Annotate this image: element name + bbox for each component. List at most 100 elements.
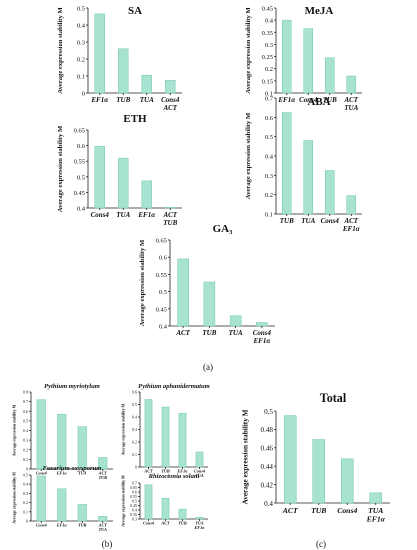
y-tick-label: 0.45 <box>130 504 137 508</box>
y-tick-label: 0.5 <box>77 174 85 181</box>
bar <box>341 458 354 504</box>
chart-ga-: GA₃ Average expression stability M 0.4 0.45… <box>139 223 275 345</box>
bar <box>144 484 153 520</box>
chart-title: ABA <box>307 96 330 108</box>
y-tick-label: 0.2 <box>132 441 137 445</box>
y-tick-label: 0.6 <box>132 491 137 495</box>
bar <box>36 475 46 522</box>
bar <box>141 180 152 209</box>
y-tick-label: 0 <box>82 91 85 98</box>
y-axis-label: Average expression stability M <box>57 125 64 212</box>
y-tick-label: 0.4 <box>77 206 86 213</box>
y-tick-label: 0.5 <box>132 403 137 407</box>
y-tick-label: 0.1 <box>23 510 28 514</box>
chart-aba: ABA Average expression stability M 0.1 0.2 0… <box>245 96 362 233</box>
y-tick-label: 0.44 <box>261 463 274 471</box>
x-tick-label: Cons4 <box>194 468 205 473</box>
y-tick-label: 0.65 <box>156 238 167 245</box>
x-tick-label: TUB <box>99 475 108 480</box>
x-tick-label: ACT <box>98 470 108 475</box>
panel-label-c: (c) <box>316 539 326 549</box>
bar <box>229 315 242 327</box>
y-tick-label: 0 <box>26 520 28 524</box>
bar <box>177 258 189 327</box>
y-tick-label: 0.42 <box>261 481 274 489</box>
chart-sa: SA Average expression stability M 0 0.1 0.2 0… <box>57 5 182 112</box>
y-tick-label: 0.7 <box>23 400 28 404</box>
chart-title: Fusarium oxysporum <box>43 465 102 472</box>
y-tick-label: 0.3 <box>265 173 273 180</box>
bar <box>281 112 292 215</box>
x-tick-label: ACT <box>343 96 358 104</box>
x-tick-label: ACT <box>98 522 108 527</box>
y-tick-label: 0.8 <box>23 391 28 395</box>
x-tick-label: TUA <box>195 520 204 525</box>
y-tick-label: 0.3 <box>77 40 85 47</box>
x-tick-label: EF1α <box>194 525 206 530</box>
chart-title: SA <box>128 5 142 17</box>
y-axis-label: Average expression stability M <box>245 7 252 94</box>
y-tick-label: 0.2 <box>265 66 273 73</box>
x-tick-label: TUA <box>368 506 383 515</box>
x-tick-label: Cons4 <box>337 506 357 515</box>
y-axis-label: Average expression stability M <box>139 239 146 326</box>
y-tick-label: 0.7 <box>265 96 274 103</box>
x-tick-label: EF1α <box>177 468 189 473</box>
y-tick-label: 0.6 <box>23 410 28 414</box>
y-tick-label: 0.1 <box>265 91 273 98</box>
chart-title: Pythium myriotylum <box>44 383 100 390</box>
bar <box>284 415 297 504</box>
x-tick-label: EF1α <box>90 96 108 104</box>
x-tick-label: Cons4 <box>321 217 340 225</box>
x-tick-label: EF1α <box>342 225 360 233</box>
y-tick-label: 0.5 <box>265 134 273 141</box>
x-tick-label: EF1α <box>56 470 68 475</box>
y-tick-label: 0.4 <box>23 483 28 487</box>
bar <box>118 157 129 209</box>
x-tick-label: TUB <box>323 96 337 104</box>
x-tick-label: TUB <box>178 520 187 525</box>
chart-title: MeJA <box>305 5 334 17</box>
bar <box>324 170 335 215</box>
bar <box>346 195 357 215</box>
y-axis-label: Average expression stability M <box>57 7 64 94</box>
bar <box>165 207 176 209</box>
y-tick-label: 0.45 <box>262 6 273 13</box>
x-tick-label: Cons4 <box>36 470 47 475</box>
bar <box>281 19 292 94</box>
y-axis-label: Average expression stability M <box>11 472 16 524</box>
y-tick-label: 0.2 <box>23 448 28 452</box>
y-tick-label: 0.4 <box>265 154 274 161</box>
x-tick-label: TUA <box>78 470 87 475</box>
y-axis-label: Average expression stability M <box>120 475 125 527</box>
x-tick-label: Cons4 <box>161 96 180 104</box>
y-tick-label: 0 <box>26 468 28 472</box>
x-tick-label: TUB <box>163 219 177 227</box>
y-tick-label: 0.2 <box>265 192 273 199</box>
y-tick-label: 0.5 <box>132 500 137 504</box>
y-tick-label: 0.4 <box>132 416 137 420</box>
x-tick-label: EF1α <box>56 522 68 527</box>
y-axis-label: Average expression stability M <box>120 403 125 455</box>
bar <box>369 492 382 504</box>
x-tick-label: ACT <box>282 506 298 515</box>
chart-total: Total Average expression stability M 0.4 0.… <box>241 391 390 524</box>
x-tick-label: TUB <box>161 468 170 473</box>
y-tick-label: 0.1 <box>77 74 85 81</box>
chart-meja: MeJA Average expression stability M 0.1 0.1… <box>245 5 362 112</box>
panel-label-a: (a) <box>203 362 213 372</box>
chart-fusarium-oxysporum: Fusarium oxysporum Average expression sta… <box>11 465 113 532</box>
x-tick-label: ACT <box>160 520 170 525</box>
bar <box>98 516 108 522</box>
y-tick-label: 0.4 <box>265 18 274 25</box>
y-axis-label: Average expression stability M <box>11 404 16 456</box>
y-tick-label: 0.5 <box>23 419 28 423</box>
x-tick-label: TUA <box>301 217 315 225</box>
y-tick-label: 0.5 <box>264 408 273 416</box>
y-tick-label: 0.55 <box>74 159 85 166</box>
x-tick-label: Cons4 <box>36 522 47 527</box>
y-tick-label: 0.3 <box>132 518 137 522</box>
bar <box>303 140 314 215</box>
x-tick-label: TUB <box>116 96 130 104</box>
